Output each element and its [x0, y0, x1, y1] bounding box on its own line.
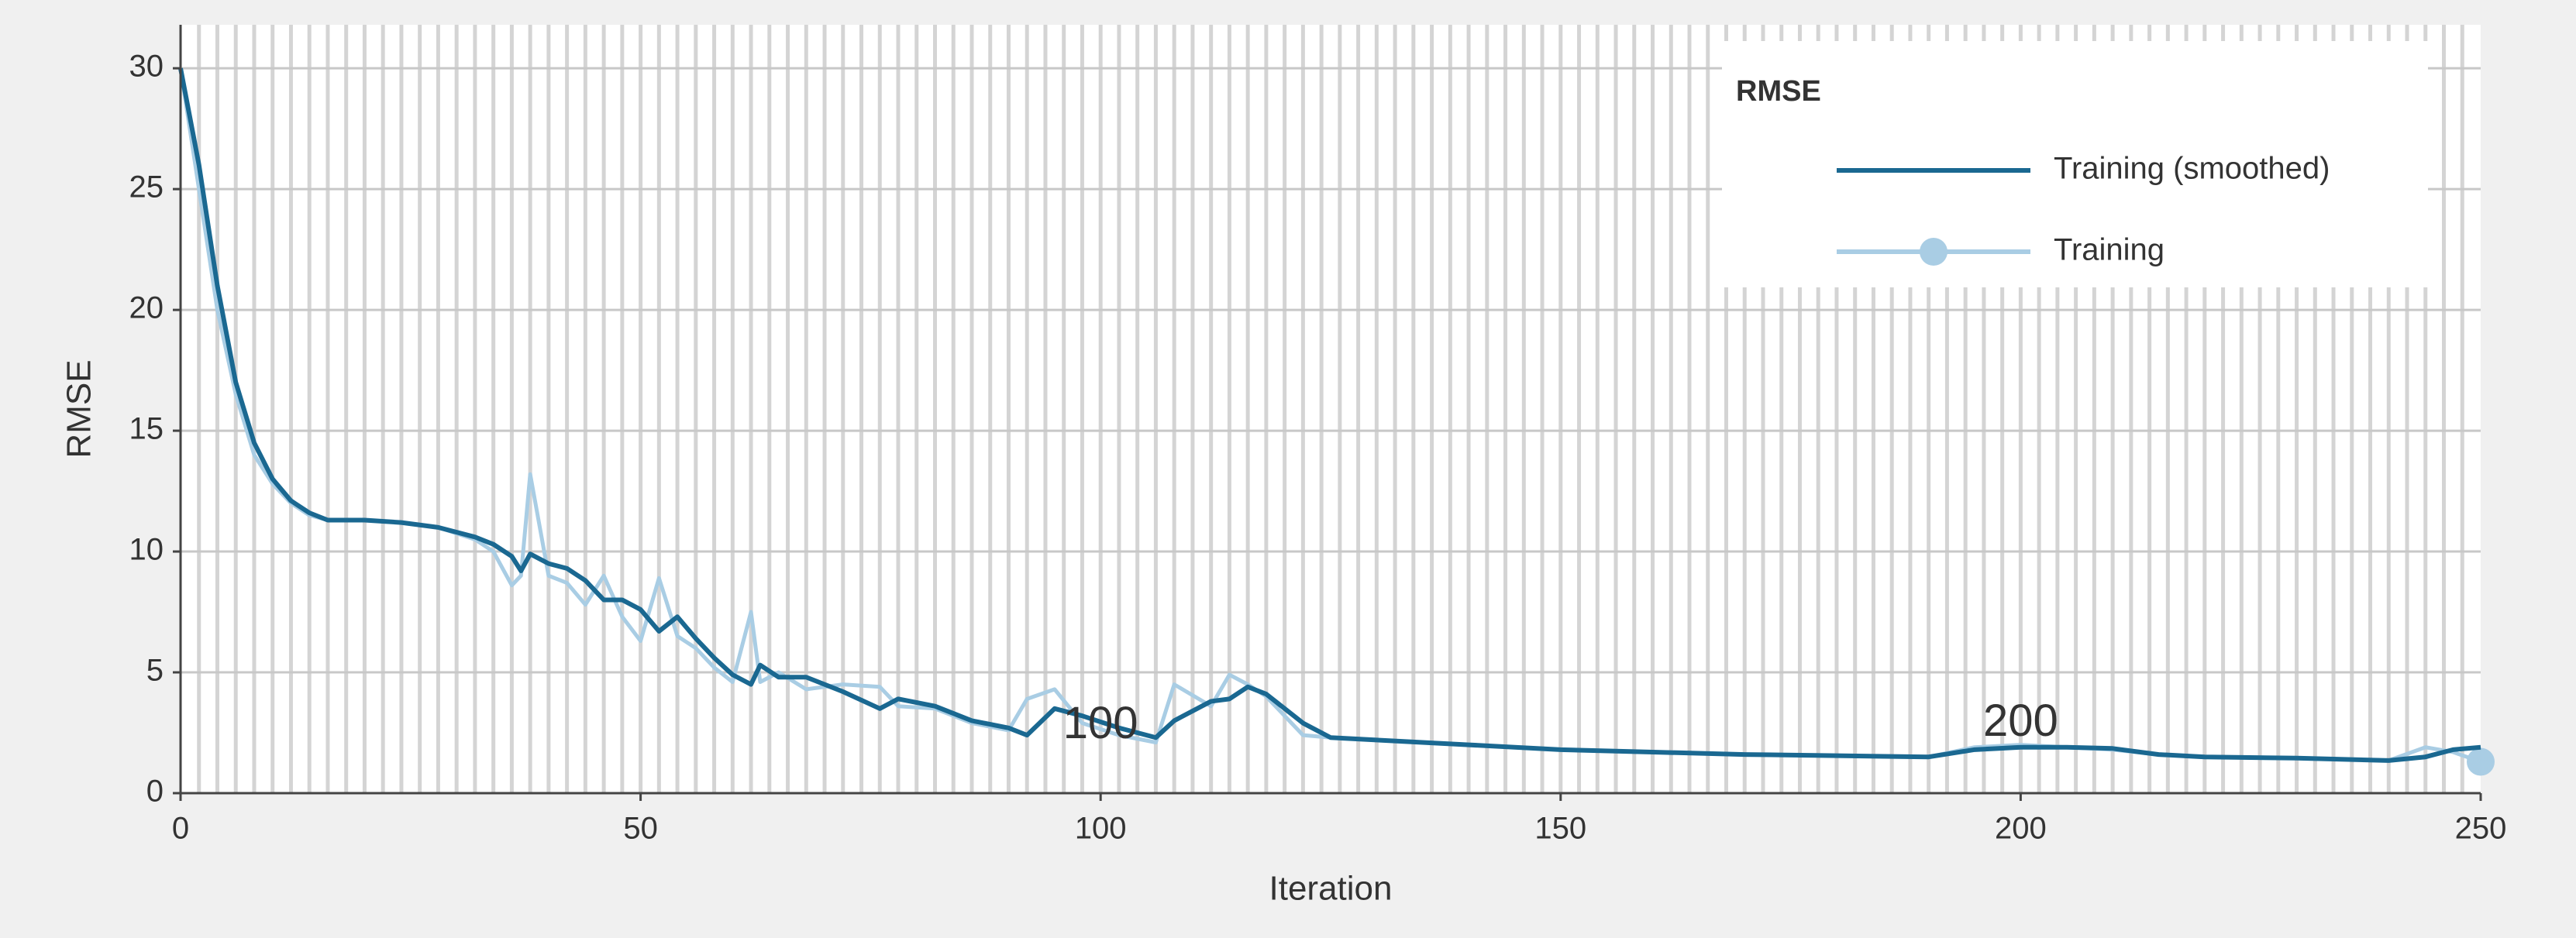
legend-label: Training [2054, 233, 2164, 267]
y-tick-label: 10 [129, 533, 164, 567]
y-axis-label: RMSE [60, 359, 98, 458]
y-tick-label: 25 [129, 170, 164, 204]
x-tick-label: 250 [2455, 812, 2507, 846]
x-axis-label: Iteration [1269, 870, 1393, 908]
lines [178, 67, 2495, 776]
y-tick-label: 0 [146, 775, 164, 809]
x-tick-label: 150 [1534, 812, 1586, 846]
x-tick-label: 0 [172, 812, 189, 846]
legend-box [1722, 41, 2428, 287]
series-line [178, 67, 2481, 763]
x-tick-label: 100 [1075, 812, 1127, 846]
y-tick-label: 30 [129, 50, 164, 84]
last-point-marker [2467, 747, 2495, 776]
x-tick-label: 50 [623, 812, 658, 846]
legend-title: RMSE [1736, 75, 1821, 108]
annotation: 100 [1063, 698, 1138, 748]
legend-marker [1920, 238, 1947, 266]
annotation: 200 [1983, 696, 2058, 746]
y-tick-label: 15 [129, 412, 164, 446]
legend: RMSE Training (smoothed) Training [1722, 41, 2428, 287]
x-tick-label: 200 [1995, 812, 2047, 846]
y-tick-label: 5 [146, 654, 164, 688]
y-tick-label: 20 [129, 291, 164, 325]
legend-label: Training (smoothed) [2054, 152, 2330, 186]
